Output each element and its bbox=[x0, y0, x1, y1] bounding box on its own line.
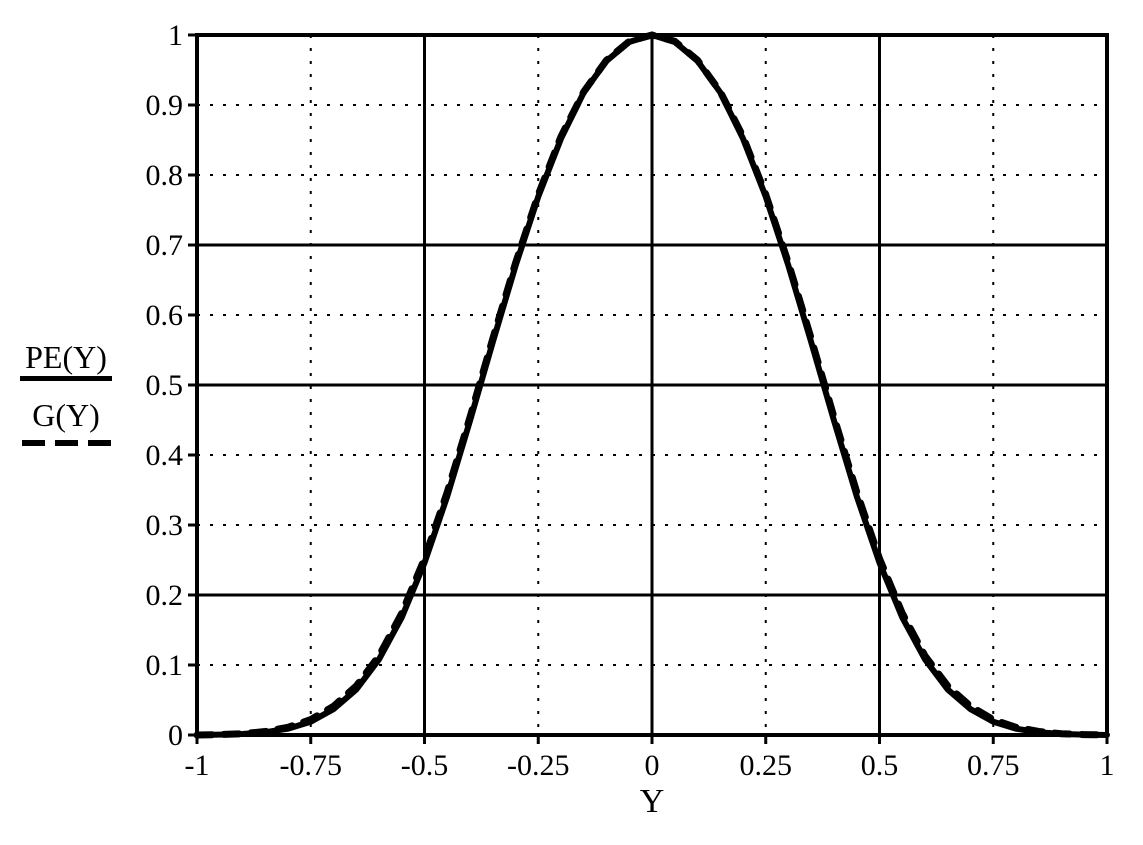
svg-text:0.4: 0.4 bbox=[146, 439, 184, 472]
chart-svg: 0 0.1 0.2 0.3 0.4 0.5 0.6 0.7 0.8 0.9 1 -1 -0.75 -0.5… bbox=[122, 20, 1122, 820]
svg-text:Y: Y bbox=[640, 783, 665, 820]
legend-item-pey: PE(Y) bbox=[20, 339, 112, 381]
svg-text:0.2: 0.2 bbox=[146, 579, 184, 612]
svg-text:0.8: 0.8 bbox=[146, 159, 184, 192]
svg-text:0.6: 0.6 bbox=[146, 299, 184, 332]
svg-text:-0.5: -0.5 bbox=[401, 749, 449, 782]
svg-text:0.9: 0.9 bbox=[146, 89, 184, 122]
svg-text:-0.75: -0.75 bbox=[280, 749, 343, 782]
svg-text:-0.25: -0.25 bbox=[507, 749, 570, 782]
svg-text:0.1: 0.1 bbox=[146, 649, 184, 682]
legend-item-gy: G(Y) bbox=[20, 397, 112, 446]
svg-text:1: 1 bbox=[1100, 749, 1115, 782]
svg-text:0: 0 bbox=[168, 719, 183, 752]
svg-text:0.75: 0.75 bbox=[967, 749, 1020, 782]
chart-area: 0 0.1 0.2 0.3 0.4 0.5 0.6 0.7 0.8 0.9 1 -1 -0.75 -0.5… bbox=[122, 20, 1122, 825]
legend-label-gy: G(Y) bbox=[32, 397, 100, 434]
svg-text:0.5: 0.5 bbox=[861, 749, 899, 782]
legend-swatch-dashed bbox=[20, 440, 112, 446]
svg-text:0.5: 0.5 bbox=[146, 369, 184, 402]
svg-text:0.25: 0.25 bbox=[740, 749, 793, 782]
chart-legend: PE(Y) G(Y) bbox=[20, 339, 112, 446]
svg-text:-1: -1 bbox=[185, 749, 210, 782]
legend-swatch-solid bbox=[20, 376, 112, 381]
figure-container: PE(Y) G(Y) 0 0.1 0.2 0.3 0.4 0.5 0.6 0.7 0.8 0.9 1… bbox=[20, 20, 1123, 825]
svg-text:1: 1 bbox=[168, 20, 183, 52]
svg-text:0.3: 0.3 bbox=[146, 509, 184, 542]
svg-text:0: 0 bbox=[645, 749, 660, 782]
svg-text:0.7: 0.7 bbox=[146, 229, 184, 262]
legend-label-pey: PE(Y) bbox=[25, 339, 107, 376]
